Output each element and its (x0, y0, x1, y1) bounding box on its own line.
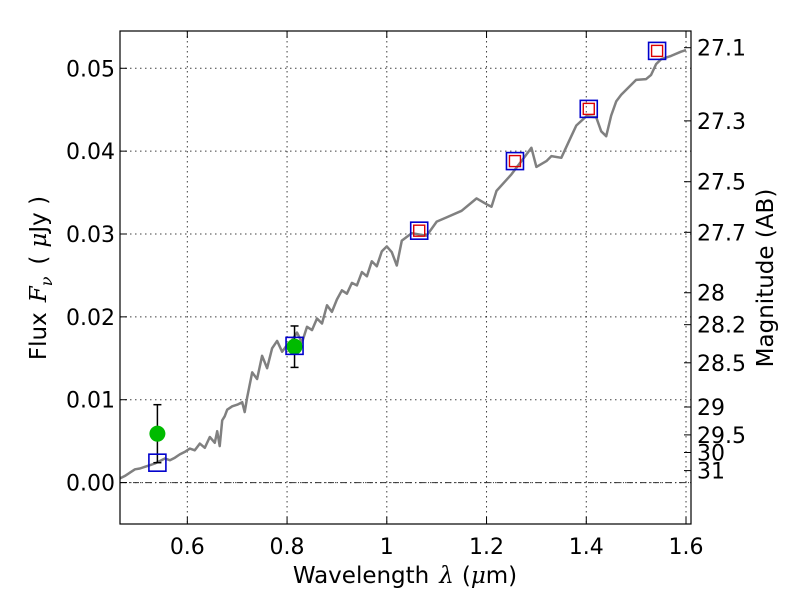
x-axis-symbol: λ (438, 563, 454, 589)
mag-tick-label: 29 (697, 396, 725, 421)
y-tick-label: 0.01 (66, 389, 115, 414)
observed-point (286, 338, 303, 355)
y-axis-unit-rest: Jy ) (26, 196, 52, 235)
y2-axis-label: Magnitude (AB) (753, 189, 779, 368)
model-phot-square (148, 453, 167, 472)
mag-tick-label: 27.7 (697, 221, 746, 246)
model-phot-square (285, 336, 304, 356)
model-phot-square (409, 221, 429, 240)
x-axis-unit-mu: μ (471, 563, 486, 589)
plot-layer (119, 41, 687, 480)
model-sed-line (119, 48, 687, 480)
y-axis-symbol: F (26, 285, 52, 303)
x-tick-label: 0.8 (270, 535, 305, 560)
x-tick-label: 1.4 (569, 535, 604, 560)
observed-point (149, 425, 166, 442)
x-tick-label: 0.6 (170, 535, 205, 560)
plot-frame (119, 30, 692, 525)
grid-layer (120, 31, 691, 524)
x-tick-label: 1 (380, 535, 394, 560)
tick-layer: 0.6 0.8 1 1.2 1.4 1.6 0.00 0.01 0.02 0.03 0.04 0.05… (66, 31, 746, 560)
model-phot-inner-square (413, 224, 426, 237)
x-axis-label-text: Wavelength (293, 563, 429, 589)
mag-tick-label: 28.2 (697, 314, 746, 339)
model-phot-square (505, 151, 525, 171)
model-phot-square (579, 99, 599, 119)
model-phot-inner-square (582, 102, 595, 116)
y-tick-label: 0.05 (66, 57, 115, 82)
mag-tick-label: 27.3 (697, 110, 746, 135)
mag-tick-label: 31 (697, 460, 725, 485)
mag-tick-label: 27.5 (697, 171, 746, 196)
y-tick-label: 0.04 (66, 140, 115, 165)
y-axis-label-text: Flux (26, 312, 52, 360)
y-tick-label: 0.03 (66, 223, 115, 248)
x-tick-label: 1.6 (669, 535, 704, 560)
y-tick-label: 0.02 (66, 306, 115, 331)
x-axis-unit-rest: m) (486, 563, 517, 589)
mag-tick-label: 27.1 (697, 37, 746, 62)
x-tick-label: 1.2 (469, 535, 504, 560)
mag-tick-label: 30 (697, 441, 725, 466)
mag-tick-label: 28.5 (697, 352, 746, 377)
y-axis-subscript: ν (37, 276, 56, 286)
y-axis-label: Flux Fν ( μJy ) (26, 196, 56, 360)
mag-tick-label: 29.5 (697, 424, 746, 449)
model-phot-inner-square (508, 154, 522, 168)
y-axis-unit-prefix: ( (26, 256, 52, 265)
mag-tick-label: 28 (697, 282, 725, 307)
x-axis-unit-prefix: ( (462, 563, 471, 589)
model-phot-inner-square (650, 44, 664, 58)
y-axis-unit-mu: μ (26, 233, 52, 248)
x-axis-label: Wavelength λ (μm) (293, 563, 517, 589)
y-tick-label: 0.00 (66, 472, 115, 497)
model-phot-square (647, 41, 667, 61)
